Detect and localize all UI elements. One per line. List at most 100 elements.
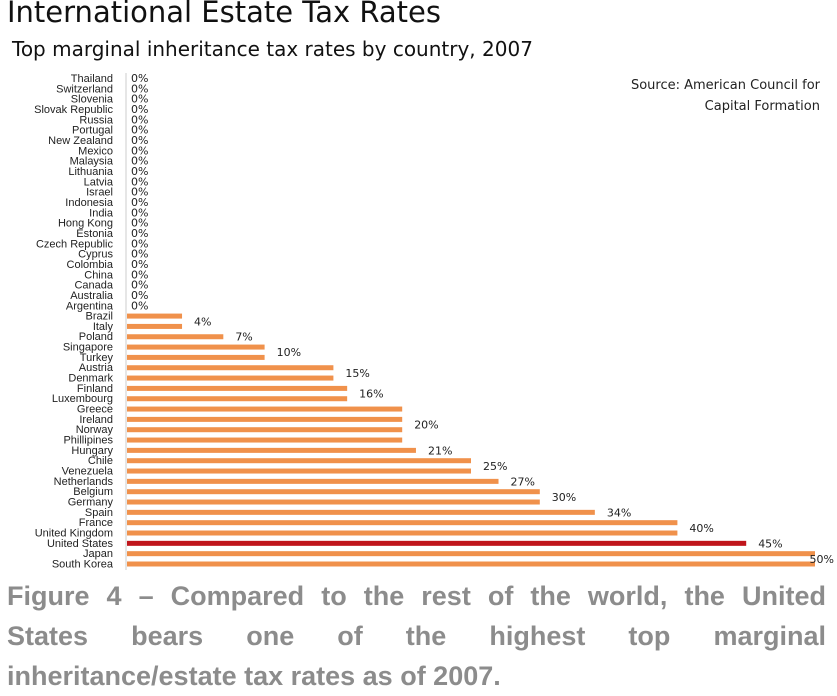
zero-value-label: 0% [131, 103, 148, 116]
zero-value-label: 0% [131, 196, 148, 209]
category-label: India [89, 207, 114, 219]
zero-value-label: 0% [131, 165, 148, 178]
category-label: Belgium [73, 486, 113, 498]
zero-value-label: 0% [131, 186, 148, 199]
data-label: 4% [194, 315, 211, 328]
data-label: 30% [552, 491, 576, 504]
category-label: Norway [76, 424, 114, 436]
category-label: Italy [93, 321, 114, 333]
caption-line-3: inheritance/estate tax rates as of 2007. [7, 661, 501, 691]
category-label: Czech Republic [36, 238, 114, 250]
category-label: Switzerland [56, 83, 113, 95]
bar-hungary [127, 447, 416, 453]
category-label: Japan [83, 548, 113, 560]
category-label: Slovenia [71, 94, 114, 106]
bar-united-kingdom [127, 530, 678, 536]
category-label: China [84, 269, 114, 281]
zero-value-label: 0% [131, 279, 148, 292]
bar-france [127, 520, 678, 526]
category-label: Phillipines [63, 435, 113, 447]
category-label: Thailand [71, 73, 113, 85]
estate-tax-chart: International Estate Tax Rates Top margi… [7, 0, 834, 571]
zero-value-label: 0% [131, 299, 148, 312]
bar-germany [127, 499, 540, 505]
data-label: 50% [810, 553, 834, 566]
data-label: 7% [235, 331, 252, 344]
caption-line-1: Figure 4 – Compared to the rest of the w… [7, 581, 826, 611]
bar-austria [127, 365, 334, 371]
chart-title: International Estate Tax Rates [7, 0, 441, 29]
zero-value-label: 0% [131, 217, 148, 230]
bar-norway [127, 427, 403, 433]
bar-spain [127, 509, 595, 515]
category-label: Lithuania [68, 166, 114, 178]
zero-value-label: 0% [131, 72, 148, 85]
data-label: 34% [607, 506, 631, 519]
category-label: Estonia [76, 228, 114, 240]
category-label: Canada [74, 280, 113, 292]
data-label: 25% [483, 460, 507, 473]
category-label: Hungary [71, 445, 113, 457]
category-label: Luxembourg [52, 393, 113, 405]
zero-value-label: 0% [131, 175, 148, 188]
bar-luxembourg [127, 396, 348, 402]
zero-value-label: 0% [131, 206, 148, 219]
category-label: Austria [79, 362, 114, 374]
category-label: Malaysia [70, 156, 114, 168]
bar-turkey [127, 354, 265, 360]
zero-value-label: 0% [131, 227, 148, 240]
data-label: 15% [345, 367, 369, 380]
category-label: South Korea [52, 559, 114, 571]
bar-ireland [127, 416, 403, 422]
category-label: Singapore [63, 342, 113, 354]
bar-chile [127, 458, 471, 464]
bar-denmark [127, 375, 334, 381]
zero-value-label: 0% [131, 93, 148, 106]
category-label: Colombia [67, 259, 114, 271]
source-line-2: Capital Formation [705, 99, 820, 114]
category-label: Turkey [80, 352, 114, 364]
caption-line-2: States bears one of the highest top marg… [7, 621, 826, 651]
data-label: 27% [511, 475, 535, 488]
zero-value-label: 0% [131, 289, 148, 302]
category-label: Ireland [79, 414, 113, 426]
category-label: Poland [79, 331, 113, 343]
data-label: 10% [277, 346, 301, 359]
source-line-1: Source: American Council for [631, 78, 821, 93]
category-label: Portugal [72, 125, 113, 137]
category-label: Mexico [78, 145, 113, 157]
category-label: Slovak Republic [34, 104, 113, 116]
data-label: 45% [758, 537, 782, 550]
category-label: Finland [77, 383, 113, 395]
category-label: Brazil [85, 311, 113, 323]
bar-south-korea [127, 561, 815, 567]
category-label: Chile [88, 455, 113, 467]
category-label: France [79, 517, 113, 529]
category-label: Greece [77, 404, 113, 416]
category-label: New Zealand [48, 135, 113, 147]
zero-value-label: 0% [131, 124, 148, 137]
zero-value-label: 0% [131, 268, 148, 281]
zero-value-label: 0% [131, 258, 148, 271]
zero-value-label: 0% [131, 237, 148, 250]
category-label: Russia [79, 114, 114, 126]
zero-value-label: 0% [131, 144, 148, 157]
chart-subtitle: Top marginal inheritance tax rates by co… [11, 37, 533, 61]
bar-belgium [127, 489, 540, 495]
bar-japan [127, 551, 815, 557]
category-label: Indonesia [65, 197, 114, 209]
bar-united-states [127, 540, 747, 546]
category-label: United Kingdom [35, 528, 113, 540]
zero-value-label: 0% [131, 82, 148, 95]
bar-netherlands [127, 478, 499, 484]
bar-venezuela [127, 468, 471, 474]
category-label: Argentina [66, 300, 114, 312]
category-label: United States [47, 538, 114, 550]
category-label: Spain [85, 507, 113, 519]
figure-caption: Figure 4 – Compared to the rest of the w… [7, 576, 826, 696]
bar-brazil [127, 313, 183, 319]
category-label: Latvia [84, 176, 114, 188]
bar-poland [127, 334, 224, 340]
data-label: 21% [428, 444, 452, 457]
zero-value-label: 0% [131, 248, 148, 261]
